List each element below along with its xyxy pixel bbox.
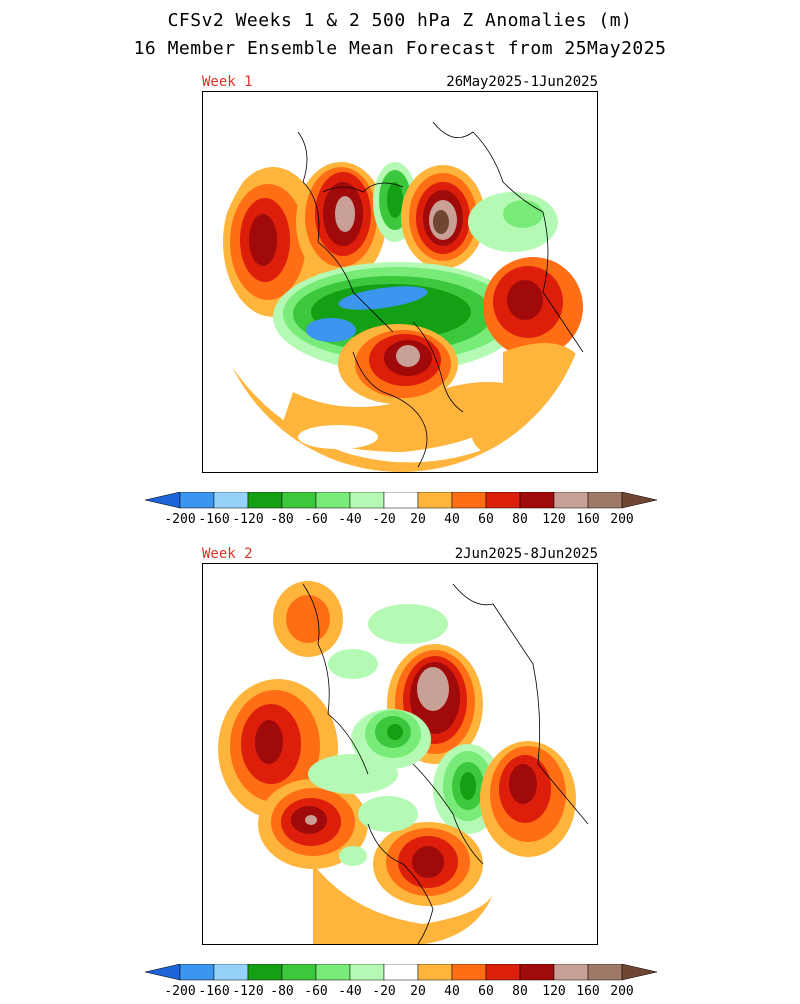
week2-colorbar-swatch bbox=[451, 964, 487, 981]
week1-colorbar-tick-label: -200 bbox=[164, 512, 195, 527]
week2-colorbar-tick-label: -20 bbox=[372, 984, 395, 999]
week1-colorbar-tick-label: -40 bbox=[338, 512, 361, 527]
week1-colorbar-swatch bbox=[349, 492, 385, 509]
week2-colorbar-tick-label: 80 bbox=[512, 984, 528, 999]
week1-colorbar-tick-label: -160 bbox=[198, 512, 229, 527]
week2-colorbar-swatch bbox=[213, 964, 249, 981]
week2-colorbar-swatch bbox=[383, 964, 419, 981]
week2-colorbar-swatch bbox=[519, 964, 555, 981]
week2-colorbar-arrow-high bbox=[621, 964, 657, 981]
week1-colorbar-swatch bbox=[281, 492, 317, 509]
week2-map bbox=[202, 563, 598, 945]
week2-colorbar-swatch bbox=[179, 964, 215, 981]
week1-dates: 26May2025-1Jun2025 bbox=[446, 74, 598, 90]
week2-colorbar-tick-label: 200 bbox=[610, 984, 633, 999]
week2-colorbar-tick-label: -60 bbox=[304, 984, 327, 999]
week1-colorbar-swatch bbox=[485, 492, 521, 509]
week1-colorbar-tick-label: -60 bbox=[304, 512, 327, 527]
week1-label: Week 1 bbox=[202, 74, 253, 90]
week1-map bbox=[202, 91, 598, 473]
week2-colorbar-arrow-low bbox=[145, 964, 181, 981]
week2-label: Week 2 bbox=[202, 546, 253, 562]
figure-subtitle: 16 Member Ensemble Mean Forecast from 25… bbox=[133, 38, 667, 59]
week1-colorbar-arrow-high bbox=[621, 492, 657, 509]
week1-colorbar-swatch bbox=[417, 492, 453, 509]
week1-colorbar-arrow-low bbox=[145, 492, 181, 509]
week1-colorbar: -200 -160 -120 -80 -60 -40 -20 20 40 60 80 120 160 20… bbox=[145, 492, 657, 527]
week1-colorbar-tick-label: -80 bbox=[270, 512, 293, 527]
week2-dates: 2Jun2025-8Jun2025 bbox=[454, 546, 598, 562]
week2-colorbar-tick-label: 60 bbox=[478, 984, 494, 999]
week2-colorbar-swatch bbox=[587, 964, 623, 981]
week2-colorbar-tick-label: -160 bbox=[198, 984, 229, 999]
week1-colorbar-tick-label: 160 bbox=[576, 512, 599, 527]
week2-colorbar-swatch bbox=[485, 964, 521, 981]
week1-colorbar-swatch bbox=[519, 492, 555, 509]
week1-colorbar-swatch bbox=[315, 492, 351, 509]
week2-colorbar-swatch bbox=[349, 964, 385, 981]
week1-colorbar-swatch bbox=[213, 492, 249, 509]
week1-colorbar-tick-label: 200 bbox=[610, 512, 633, 527]
week1-colorbar-tick-label: 20 bbox=[410, 512, 426, 527]
week1-colorbar-tick-label: 40 bbox=[444, 512, 460, 527]
week2-colorbar-tick-label: 20 bbox=[410, 984, 426, 999]
week2-colorbar-tick-label: 160 bbox=[576, 984, 599, 999]
week2-anomaly-field bbox=[218, 581, 589, 944]
week2-colorbar-tick-label: 120 bbox=[542, 984, 565, 999]
week2-colorbar-swatch bbox=[553, 964, 589, 981]
week1-colorbar-swatch bbox=[587, 492, 623, 509]
week1-colorbar-swatch bbox=[553, 492, 589, 509]
week1-colorbar-tick-label: 60 bbox=[478, 512, 494, 527]
week2-colorbar-swatch bbox=[247, 964, 283, 981]
week2-colorbar-tick-label: 40 bbox=[444, 984, 460, 999]
figure-title: CFSv2 Weeks 1 & 2 500 hPa Z Anomalies (m… bbox=[167, 10, 633, 31]
week1-colorbar-swatch bbox=[247, 492, 283, 509]
week1-colorbar-swatch bbox=[451, 492, 487, 509]
week2-colorbar-swatch bbox=[315, 964, 351, 981]
week2-colorbar-tick-label: -120 bbox=[232, 984, 263, 999]
week1-colorbar-swatch bbox=[179, 492, 215, 509]
week1-colorbar-tick-label: -120 bbox=[232, 512, 263, 527]
week1-anomaly-field bbox=[213, 121, 589, 472]
week1-colorbar-tick-label: -20 bbox=[372, 512, 395, 527]
week1-colorbar-tick-label: 120 bbox=[542, 512, 565, 527]
week1-colorbar-swatch bbox=[383, 492, 419, 509]
week1-colorbar-tick-label: 80 bbox=[512, 512, 528, 527]
week2-colorbar-swatch bbox=[281, 964, 317, 981]
week2-colorbar-tick-label: -40 bbox=[338, 984, 361, 999]
week2-colorbar-swatch bbox=[417, 964, 453, 981]
week2-colorbar: -200 -160 -120 -80 -60 -40 -20 20 40 60 80 120 160 20… bbox=[145, 964, 657, 999]
week2-colorbar-tick-label: -200 bbox=[164, 984, 195, 999]
week2-colorbar-tick-label: -80 bbox=[270, 984, 293, 999]
